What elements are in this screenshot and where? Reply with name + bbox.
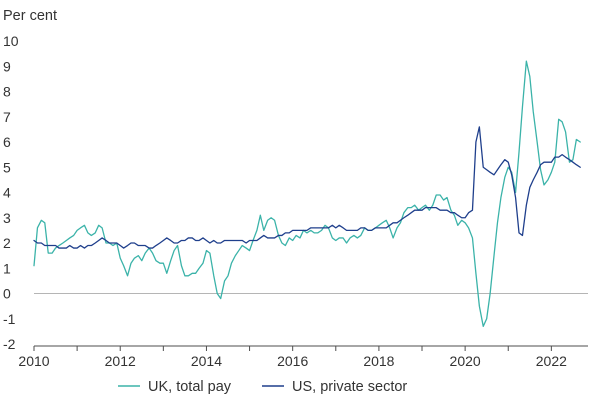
x-tick-label: 2014 [191,353,222,369]
y-axis-label: Per cent [3,8,57,24]
legend: UK, total pay US, private sector [118,379,407,395]
y-tick-label: 10 [3,33,19,49]
y-tick-label: 7 [3,109,11,125]
y-tick-label: -2 [3,336,16,352]
legend-label-1: UK, total pay [148,379,232,395]
x-tick-label: 2020 [450,353,481,369]
x-axis: 2010 2012 2014 2016 2018 2020 2022 [18,293,588,369]
y-tick-label: 6 [3,134,11,150]
x-tick-label: 2018 [363,353,394,369]
x-tick-label: 2010 [18,353,49,369]
series-line-1 [33,60,581,327]
y-tick-label: 5 [3,159,11,175]
y-tick-label: 2 [3,235,11,251]
legend-label-2: US, private sector [292,379,407,395]
y-tick-label: 0 [3,286,11,302]
y-tick-label: 9 [3,58,11,74]
series-layer [33,60,581,327]
x-tick-label: 2022 [536,353,567,369]
y-axis-ticks: -2 -1 0 1 2 3 4 5 6 7 8 9 10 [3,33,19,352]
x-tick-label: 2012 [105,353,136,369]
series-line-2 [33,126,581,249]
y-tick-label: 8 [3,84,11,100]
y-tick-label: 4 [3,185,11,201]
y-tick-label: -1 [3,311,16,327]
y-tick-label: 3 [3,210,11,226]
x-tick-label: 2016 [277,353,308,369]
y-tick-label: 1 [3,260,11,276]
